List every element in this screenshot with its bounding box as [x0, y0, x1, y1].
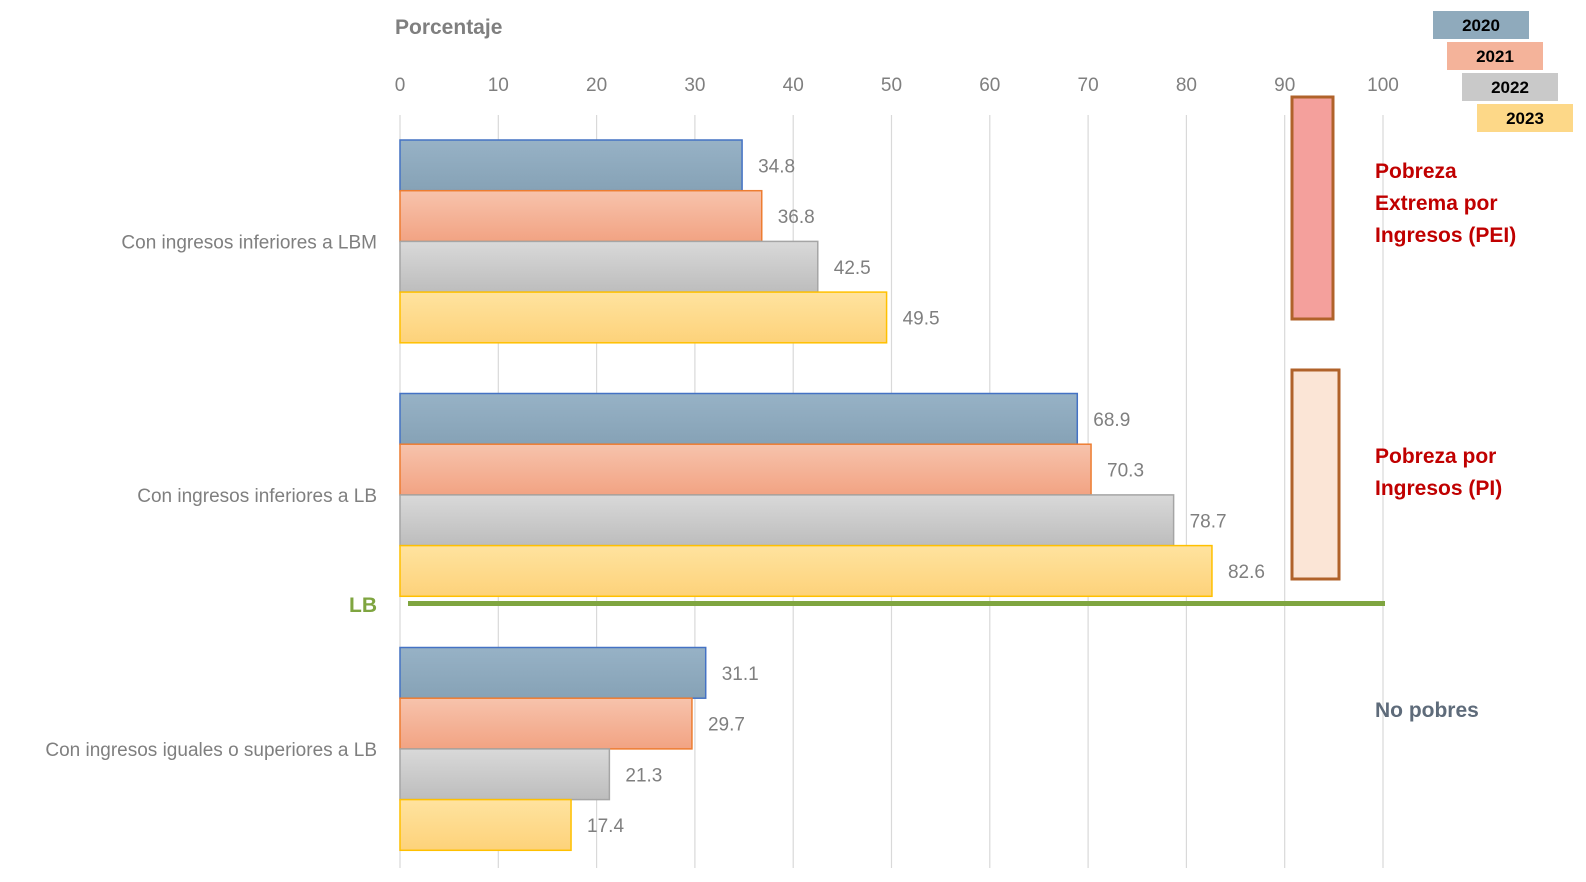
x-tick-label: 100: [1367, 75, 1399, 96]
bars: [399, 139, 1213, 852]
x-tick-label: 30: [684, 75, 705, 96]
data-label: 31.1: [722, 664, 759, 685]
data-label: 42.5: [834, 258, 871, 279]
legend-swatch: [1447, 42, 1543, 70]
bar-2023: [399, 798, 572, 852]
x-tick-label: 10: [488, 75, 509, 96]
bar-2022: [399, 748, 611, 801]
x-tick-label: 90: [1274, 75, 1295, 96]
annotation-text: Pobreza: [1375, 160, 1457, 183]
data-label: 34.8: [758, 156, 795, 177]
x-tick-label: 40: [783, 75, 804, 96]
data-label: 17.4: [587, 816, 624, 837]
legend-label: 2022: [1491, 78, 1529, 97]
annotations: Pobreza Extrema por Ingresos (PEI) Pobreza …: [1375, 160, 1516, 722]
legend-swatch: [1433, 11, 1529, 39]
bar-2022: [399, 494, 1175, 547]
legend-label: 2021: [1476, 47, 1514, 66]
bar-2021: [399, 443, 1092, 496]
annotation-text: Ingresos (PEI): [1375, 224, 1516, 247]
data-label: 49.5: [903, 308, 940, 329]
annotation-text: Extrema por: [1375, 192, 1498, 215]
bar-2020: [399, 139, 743, 192]
legend-swatch: [1477, 104, 1573, 132]
x-tick-label: 50: [881, 75, 902, 96]
bar-2020: [399, 392, 1079, 445]
bar-2020: [399, 646, 707, 699]
annotation-text: No pobres: [1375, 699, 1479, 722]
x-axis-title: Porcentaje: [395, 16, 502, 39]
bar-2022: [399, 240, 819, 293]
data-label: 82.6: [1228, 562, 1265, 583]
data-label: 78.7: [1190, 511, 1227, 532]
bar-2023: [399, 544, 1213, 598]
legend-label: 2020: [1462, 16, 1500, 35]
x-tick-label: 70: [1078, 75, 1099, 96]
annotation-text: Ingresos (PI): [1375, 477, 1502, 500]
x-tick-label: 0: [395, 75, 406, 96]
category-label: Con ingresos iguales o superiores a LB: [45, 740, 377, 761]
data-labels: 34.8 36.8 42.5 49.5 68.9 70.3 78.7 82.6 31.1 29.7…: [587, 156, 1265, 837]
lb-reference-label: LB: [349, 594, 377, 617]
legend-label: 2023: [1506, 109, 1544, 128]
pei-bracket-box: [1290, 95, 1335, 321]
data-label: 36.8: [778, 207, 815, 228]
legend: 2020 2021 2022 2023: [1433, 11, 1573, 132]
category-label: Con ingresos inferiores a LB: [137, 486, 377, 507]
x-tick-labels: 0 10 20 30 40 50 60 70 80 90 100: [395, 75, 1399, 96]
x-tick-label: 60: [979, 75, 1000, 96]
x-tick-label: 20: [586, 75, 607, 96]
bar-2021: [399, 189, 763, 243]
data-label: 68.9: [1093, 410, 1130, 431]
data-label: 21.3: [625, 765, 662, 786]
data-label: 29.7: [708, 715, 745, 736]
bar-2023: [399, 291, 888, 344]
annotation-text: Pobreza por: [1375, 445, 1496, 468]
category-label: Con ingresos inferiores a LBM: [121, 232, 377, 253]
bar-2021: [399, 697, 693, 750]
legend-swatch: [1462, 73, 1558, 101]
data-label: 70.3: [1107, 461, 1144, 482]
category-labels: Con ingresos inferiores a LBM Con ingreso…: [45, 232, 377, 761]
x-tick-label: 80: [1176, 75, 1197, 96]
pi-bracket-box: [1290, 368, 1341, 581]
